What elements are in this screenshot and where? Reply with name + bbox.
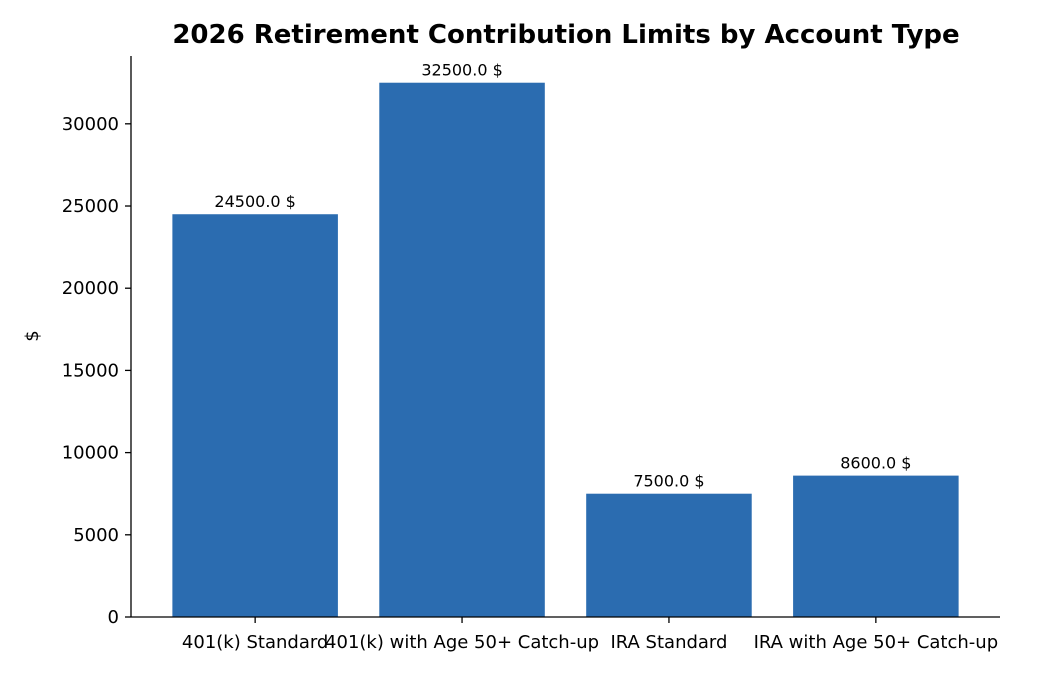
bars-group	[172, 82, 959, 617]
bar-2	[586, 493, 752, 617]
y-tick-label: 5000	[73, 525, 119, 546]
bar-labels-group: 24500.0 $ 32500.0 $ 7500.0 $ 8600.0 $	[214, 61, 911, 491]
y-tick-label: 30000	[62, 114, 119, 135]
x-tick-label: IRA with Age 50+ Catch-up	[754, 632, 999, 653]
bar-value-label: 24500.0 $	[214, 192, 295, 211]
y-tick-label: 10000	[62, 443, 119, 464]
x-tick-label: 401(k) with Age 50+ Catch-up	[325, 632, 599, 653]
bar-value-label: 7500.0 $	[633, 472, 704, 491]
x-tick-label: 401(k) Standard	[182, 632, 328, 653]
y-tick-label: 25000	[62, 196, 119, 217]
x-tick-label: IRA Standard	[610, 632, 727, 653]
bar-value-label: 8600.0 $	[840, 454, 911, 473]
bar-0	[172, 214, 338, 617]
y-tick-label: 15000	[62, 360, 119, 381]
y-tick-label: 0	[108, 607, 119, 628]
y-axis-label: $	[22, 330, 43, 341]
y-tick-label: 20000	[62, 278, 119, 299]
bar-3	[793, 475, 959, 617]
bar-value-label: 32500.0 $	[421, 61, 502, 80]
bar-1	[379, 82, 545, 617]
y-axis: 0 5000 10000 15000 20000 25000 30000	[62, 114, 131, 628]
chart-title: 2026 Retirement Contribution Limits by A…	[172, 20, 959, 50]
